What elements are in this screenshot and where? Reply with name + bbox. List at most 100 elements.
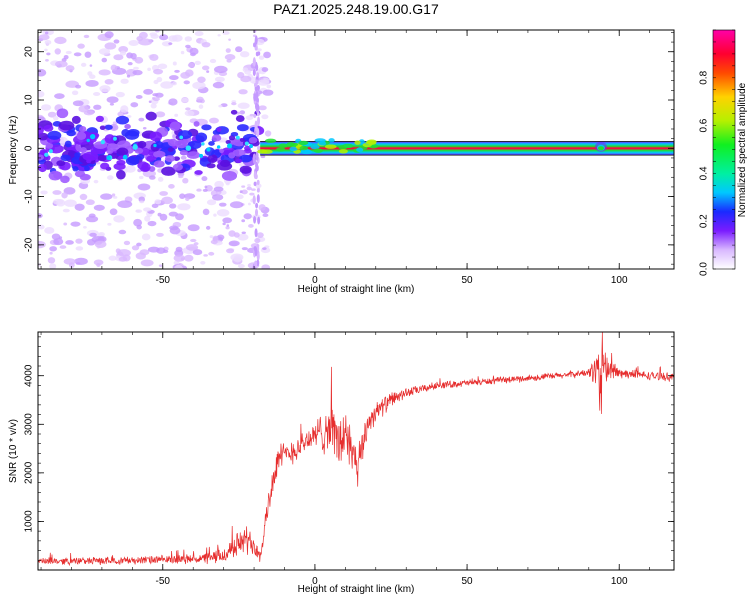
spectrogram-noise-speckle: [161, 196, 173, 205]
spectrogram-noise-speckle: [54, 36, 67, 45]
spectrogram-noise-streak: [257, 216, 261, 225]
spectrogram-noise-blob: [56, 160, 66, 167]
spectrogram-noise-blob: [221, 170, 238, 181]
spectrogram-noise-speckle: [168, 98, 178, 106]
spectrogram-noise-speckle: [203, 254, 208, 257]
spectrogram-noise-blob: [175, 139, 188, 149]
spectrogram-noise-speckle: [239, 51, 250, 58]
spectrogram-noise-blob: [225, 140, 231, 145]
spectrogram-noise-speckle: [202, 208, 210, 216]
spectrogram-noise-speckle: [108, 255, 117, 261]
spectrogram-noise-speckle: [159, 213, 168, 221]
spectrogram-noise-speckle: [261, 114, 269, 120]
spectrogram-noise-speckle: [211, 194, 224, 201]
spectrogram-noise-speckle: [206, 70, 210, 73]
spectrogram-noise-speckle: [241, 185, 246, 188]
spectrogram-noise-speckle: [187, 224, 200, 232]
spectrogram-noise-blob: [164, 155, 176, 162]
spectrogram-noise-speckle: [222, 217, 233, 224]
spectrogram-noise-blob: [230, 131, 239, 137]
spectrogram-noise-speckle: [237, 71, 245, 79]
spectrogram-noise-speckle: [237, 102, 250, 109]
spectrogram-noise-streak: [253, 42, 257, 48]
spectrogram-noise-streak: [255, 64, 259, 72]
spectrogram-noise-speckle: [185, 107, 191, 111]
spectrogram-frame: [37, 29, 675, 270]
spectrogram-noise-blob: [248, 137, 258, 144]
spectrogram-noise-peak: [113, 136, 117, 141]
spectrogram-noise-speckle: [256, 232, 264, 238]
spectrogram-noise-speckle: [208, 251, 215, 256]
spectrogram-noise-speckle: [125, 165, 136, 173]
spectrogram-noise-blob: [244, 145, 251, 151]
spectrogram-noise-blob: [82, 151, 99, 161]
spectrogram-noise-blob: [145, 111, 157, 121]
spectrogram-noise-streak: [252, 57, 256, 67]
spectrogram-noise-speckle: [65, 65, 75, 72]
spectrogram-noise-streak: [256, 188, 260, 193]
spectrogram-noise-speckle: [174, 264, 183, 269]
spectrogram-noise-streak: [255, 51, 259, 57]
spectrogram-noise-speckle: [52, 190, 62, 195]
spectrogram-noise-peak: [244, 141, 249, 146]
spectrogram-noise-speckle: [147, 220, 157, 227]
spectrogram-noise-speckle: [152, 97, 160, 102]
page-title: PAZ1.2025.248.19.00.G17: [273, 1, 439, 17]
spectrogram-noise-speckle: [109, 102, 115, 106]
spectrogram-noise-speckle: [218, 202, 227, 207]
spectrogram-noise-speckle: [159, 34, 169, 41]
spectrogram-noise-blob: [93, 141, 108, 150]
spectrogram-noise-blob: [161, 166, 176, 176]
spectrogram-noise-speckle: [154, 199, 162, 205]
spectrogram-noise-speckle: [106, 175, 114, 180]
spectrogram-noise-speckle: [80, 62, 87, 67]
snr-x-tick-label: 100: [611, 576, 628, 587]
spectrogram-noise-speckle: [94, 240, 107, 248]
spectrogram-noise-speckle: [98, 69, 111, 76]
spectrogram-noise-speckle: [136, 242, 142, 247]
spectrogram-noise-streak: [253, 215, 257, 224]
spectrogram-noise-speckle: [205, 225, 211, 230]
spectrogram-noise-streak: [253, 246, 257, 251]
spectrogram-noise-speckle: [184, 36, 193, 42]
spectrogram-noise-speckle: [49, 251, 53, 255]
spectrogram-noise-blob: [107, 143, 119, 152]
spectrogram-noise-streak: [253, 93, 257, 102]
spectrogram-x-tick-label: -50: [156, 275, 171, 286]
spectrogram-noise-speckle: [178, 175, 184, 179]
spectrogram-noise-speckle: [78, 105, 89, 113]
spectrogram-noise-blob: [228, 152, 236, 159]
spectrogram-noise-speckle: [135, 95, 143, 99]
spectrogram-noise-speckle: [190, 52, 196, 57]
spectrogram-noise-speckle: [258, 105, 267, 111]
spectrogram-x-axis-label: Height of straight line (km): [298, 284, 415, 295]
spectrogram-noise-speckle: [266, 84, 272, 89]
spectrogram-noise-speckle: [177, 203, 191, 211]
spectrogram-noise-streak: [256, 111, 260, 116]
spectrogram-noise-peak: [48, 149, 53, 154]
spectrogram-noise-speckle: [254, 237, 261, 244]
snr-x-tick-label: 50: [462, 576, 474, 587]
spectrogram-noise-blob: [47, 130, 62, 140]
spectrogram-noise-speckle: [216, 209, 230, 217]
spectrogram-noise-speckle: [38, 68, 47, 77]
spectrogram-noise-speckle: [127, 62, 133, 66]
spectrogram-noise-speckle: [179, 193, 186, 199]
spectrogram-noise-speckle: [244, 69, 252, 75]
spectrogram-noise-blob: [219, 148, 224, 154]
spectrogram-noise-speckle: [152, 93, 159, 97]
spectrogram-noise-blob: [169, 121, 181, 131]
spectrogram-noise-speckle: [187, 62, 195, 68]
spectrogram-noise-speckle: [226, 248, 235, 254]
spectrogram-noise-speckle: [156, 76, 163, 83]
spectrogram-noise-speckle: [147, 246, 160, 253]
spectrogram-noise-speckle: [138, 117, 145, 122]
spectrogram-noise-speckle: [201, 176, 208, 182]
spectrogram-noise-blob: [236, 124, 249, 132]
spectrogram-noise-speckle: [233, 232, 240, 238]
spectrogram-noise-blob: [100, 162, 110, 170]
spectrogram-tone-wiggle: [299, 145, 309, 151]
spectrogram-noise-speckle: [83, 110, 94, 116]
spectrogram-noise-speckle: [142, 127, 147, 130]
spectrogram-noise-speckle: [185, 44, 191, 49]
